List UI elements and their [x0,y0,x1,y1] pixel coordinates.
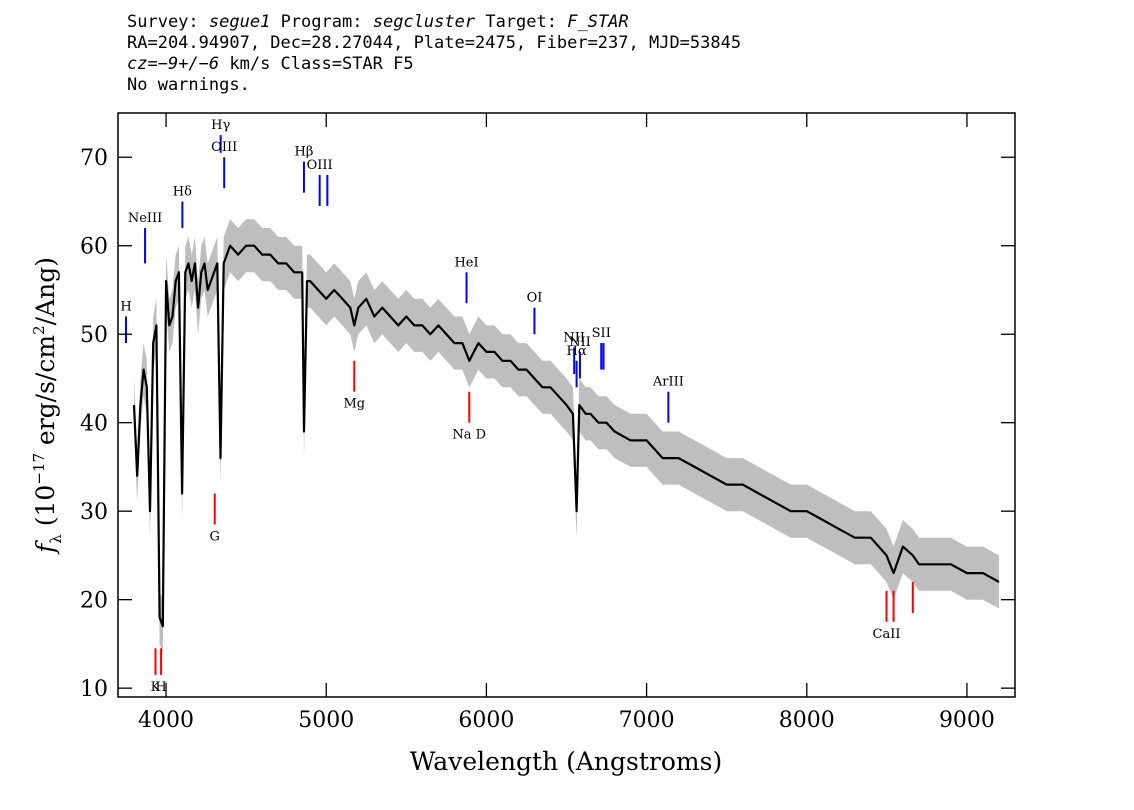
x-tick-label: 5000 [298,708,354,733]
y-tick-label: 40 [80,412,108,437]
emission-line-label: Hδ [173,184,192,199]
emission-line-label: H [120,300,131,315]
plot-frame [117,112,1016,698]
emission-line-label: NII [569,335,591,350]
y-axis-title-units-tail: /Ang) [31,257,60,325]
y-tick-label: 70 [80,146,108,171]
header-line-1: Survey: segue1 Program: segcluster Targe… [127,12,741,33]
header-line-4: No warnings. [127,75,250,95]
header-line-2: RA=204.94907, Dec=28.27044, Plate=2475, … [127,33,742,53]
error-band [134,219,999,653]
y-tick-label: 20 [80,589,108,614]
flux-line [132,244,1000,628]
emission-line-label: OI [527,291,543,306]
x-tick-label: 9000 [939,708,995,733]
spectrum-header: Survey: segue1 Program: segcluster Targe… [127,12,741,96]
emission-line-label: HeI [454,255,478,270]
emission-line-label: ArIII [652,375,684,390]
error-band-layer [134,219,999,653]
emission-line-label: Hα [567,344,587,359]
y-tick-label: 10 [80,677,108,702]
flux-layer [132,244,1000,628]
y-axis-title-scale: (10 [31,485,60,535]
y-axis-title: fλ (10−17 erg/s/cm2/Ang) [30,257,65,555]
x-tick-label: 6000 [458,708,514,733]
y-axis-title-subscript: λ [47,534,65,544]
target-label: Target: [485,12,557,32]
y-tick-label: 60 [80,235,108,260]
y-axis-title-symbol: f [31,540,60,555]
emission-line-label: SII [592,326,611,341]
y-axis-title-units: erg/s/cm [31,335,60,453]
x-axis-title: Wavelength (Angstroms) [410,747,722,776]
absorption-line-label: H [155,680,166,695]
absorption-line-label: Mg [343,397,365,412]
y-tick-label: 50 [80,323,108,348]
absorption-line-label: CaII [873,627,901,642]
y-tick-label: 30 [80,500,108,525]
emission-line-label: Hβ [295,145,314,160]
y-axis-title-exponent-2: 2 [30,325,48,335]
absorption-line-label: G [210,529,220,544]
emission-line-label: OIII [307,158,333,173]
target-value: F_STAR [567,12,629,32]
program-value: segcluster [372,12,476,32]
y-axis-title-exponent: −17 [30,453,48,485]
header-line-3: cz=−9+/−6 km/s Class=STAR F5 [127,54,741,75]
absorption-line-label: Na D [452,428,486,443]
x-tick-label: 7000 [619,708,675,733]
absorption-line-label: K [151,680,161,695]
emission-line-label: NII [563,330,585,345]
x-tick-label: 4000 [138,708,194,733]
emission-line-label: Hγ [211,118,230,133]
cz-label: cz= [127,54,158,74]
x-tick-label: 8000 [779,708,835,733]
emission-line-label: OIII [211,140,237,155]
survey-value: segue1 [208,12,271,32]
survey-label: Survey: [127,12,199,32]
emission-line-label: NeIII [128,211,162,226]
class-info: km/s Class=STAR F5 [219,54,414,74]
axis-ticks: 4000 5000 6000 7000 8000 9000 10 20 30 40 50 60 70 [80,113,1015,733]
cz-value: −9+/−6 [157,54,220,74]
program-label: Program: [280,12,363,32]
